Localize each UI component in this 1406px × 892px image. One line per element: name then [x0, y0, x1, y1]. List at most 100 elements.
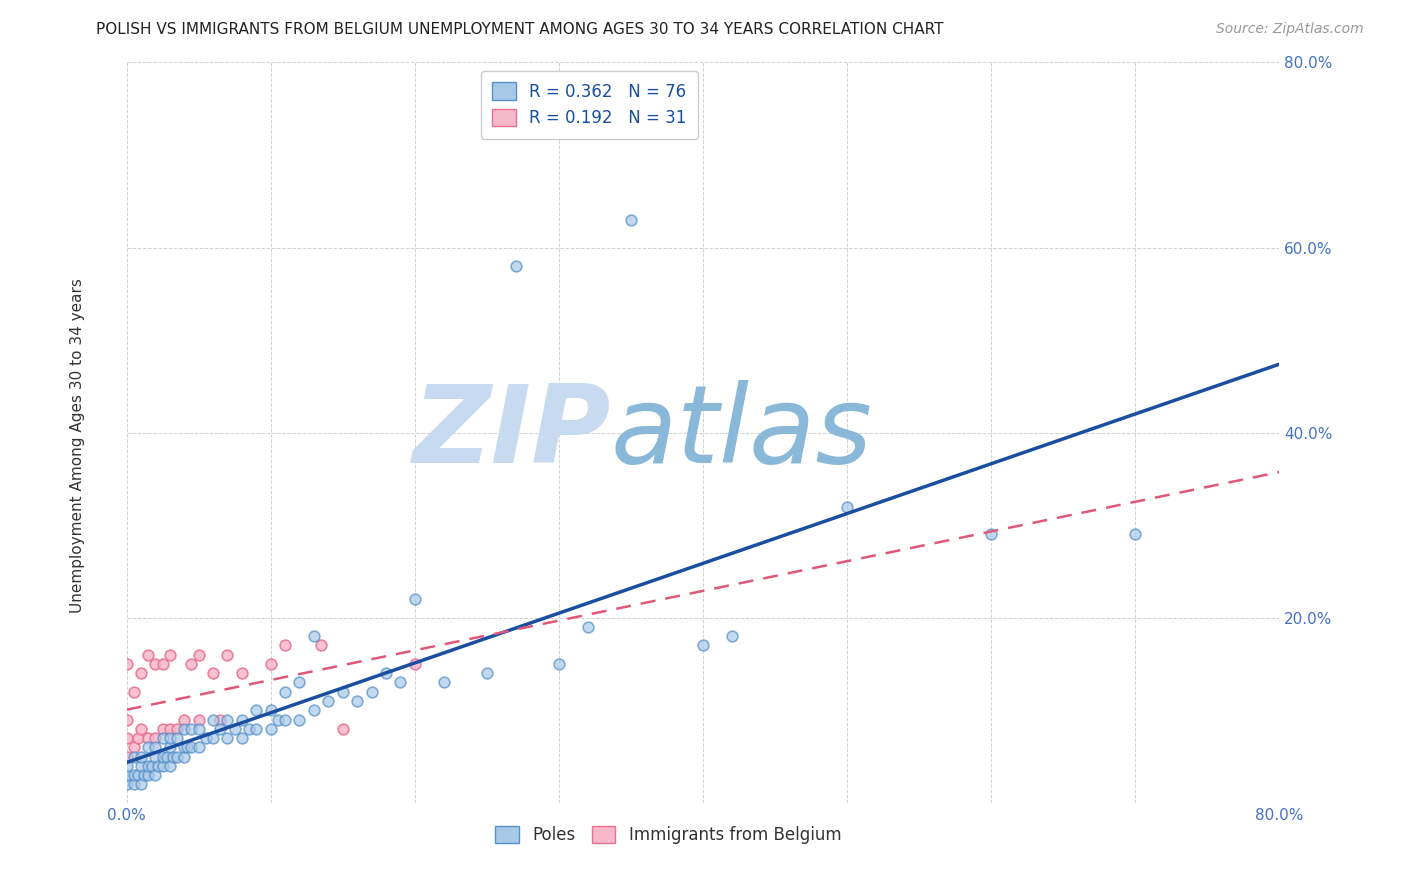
- Point: [245, 722, 267, 736]
- Point: [136, 758, 159, 772]
- Point: [156, 749, 179, 764]
- Point: [122, 777, 145, 791]
- Point: [159, 722, 181, 736]
- Point: [152, 722, 174, 736]
- Point: [274, 713, 297, 727]
- Point: [145, 740, 166, 755]
- Point: [129, 666, 152, 681]
- Point: [122, 740, 145, 755]
- Point: [202, 666, 225, 681]
- Point: [576, 620, 599, 634]
- Point: [187, 648, 209, 662]
- Point: [129, 777, 152, 791]
- Point: [259, 703, 281, 717]
- Point: [148, 758, 170, 772]
- Point: [115, 768, 138, 782]
- Text: Source: ZipAtlas.com: Source: ZipAtlas.com: [1216, 22, 1364, 37]
- Text: atlas: atlas: [610, 380, 873, 485]
- Point: [835, 500, 858, 514]
- Point: [136, 740, 159, 755]
- Point: [332, 685, 354, 699]
- Point: [548, 657, 571, 671]
- Point: [115, 749, 138, 764]
- Point: [127, 768, 149, 782]
- Point: [129, 749, 152, 764]
- Text: Unemployment Among Ages 30 to 34 years: Unemployment Among Ages 30 to 34 years: [70, 278, 84, 614]
- Point: [145, 731, 166, 745]
- Point: [360, 685, 382, 699]
- Point: [194, 731, 217, 745]
- Point: [231, 666, 253, 681]
- Point: [159, 758, 181, 772]
- Point: [115, 657, 138, 671]
- Point: [475, 666, 498, 681]
- Point: [980, 527, 1002, 541]
- Point: [141, 758, 163, 772]
- Point: [173, 722, 195, 736]
- Point: [129, 758, 152, 772]
- Point: [145, 657, 166, 671]
- Point: [202, 713, 225, 727]
- Point: [159, 731, 181, 745]
- Point: [166, 749, 188, 764]
- Point: [238, 722, 260, 736]
- Point: [288, 675, 311, 690]
- Point: [173, 713, 195, 727]
- Point: [132, 768, 155, 782]
- Point: [122, 685, 145, 699]
- Legend: Poles, Immigrants from Belgium: Poles, Immigrants from Belgium: [485, 815, 852, 854]
- Point: [267, 713, 290, 727]
- Point: [159, 648, 181, 662]
- Point: [245, 703, 267, 717]
- Point: [332, 722, 354, 736]
- Point: [259, 722, 281, 736]
- Point: [180, 740, 202, 755]
- Point: [136, 768, 159, 782]
- Point: [433, 675, 456, 690]
- Point: [217, 648, 239, 662]
- Point: [115, 713, 138, 727]
- Point: [122, 768, 145, 782]
- Point: [145, 768, 166, 782]
- Point: [187, 713, 209, 727]
- Point: [274, 639, 297, 653]
- Point: [152, 731, 174, 745]
- Point: [231, 713, 253, 727]
- Point: [302, 703, 325, 717]
- Point: [309, 639, 332, 653]
- Point: [620, 212, 643, 227]
- Point: [1125, 527, 1147, 541]
- Point: [720, 629, 742, 643]
- Point: [274, 685, 297, 699]
- Point: [692, 639, 714, 653]
- Point: [288, 713, 311, 727]
- Point: [136, 731, 159, 745]
- Point: [152, 749, 174, 764]
- Point: [129, 722, 152, 736]
- Point: [259, 657, 281, 671]
- Point: [173, 749, 195, 764]
- Point: [202, 731, 225, 745]
- Point: [224, 722, 246, 736]
- Point: [136, 648, 159, 662]
- Point: [505, 259, 527, 273]
- Point: [374, 666, 398, 681]
- Point: [318, 694, 340, 708]
- Point: [180, 657, 202, 671]
- Point: [209, 713, 232, 727]
- Point: [404, 592, 426, 607]
- Point: [404, 657, 426, 671]
- Point: [145, 749, 166, 764]
- Text: ZIP: ZIP: [412, 380, 610, 485]
- Point: [187, 740, 209, 755]
- Point: [115, 777, 138, 791]
- Point: [159, 740, 181, 755]
- Point: [173, 740, 195, 755]
- Point: [389, 675, 412, 690]
- Point: [152, 758, 174, 772]
- Point: [166, 731, 188, 745]
- Point: [176, 740, 198, 755]
- Point: [217, 713, 239, 727]
- Text: POLISH VS IMMIGRANTS FROM BELGIUM UNEMPLOYMENT AMONG AGES 30 TO 34 YEARS CORRELA: POLISH VS IMMIGRANTS FROM BELGIUM UNEMPL…: [96, 22, 943, 37]
- Point: [302, 629, 325, 643]
